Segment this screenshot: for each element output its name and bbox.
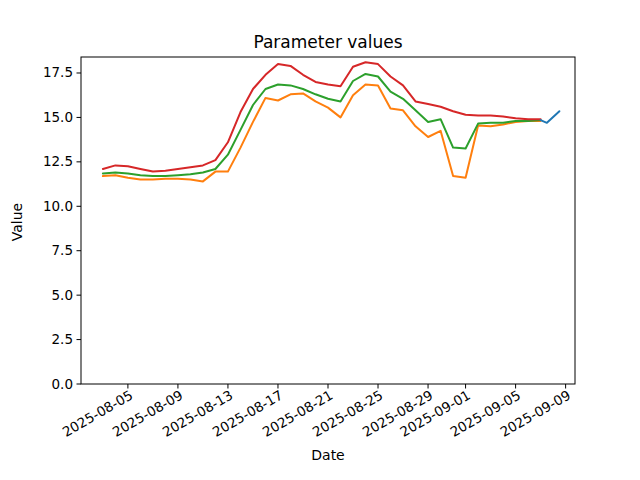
y-tick-label: 5.0 — [52, 287, 73, 303]
series-lines — [103, 62, 560, 181]
series-line-orange — [103, 85, 541, 182]
series-line-red — [103, 62, 541, 171]
y-tick-label: 12.5 — [43, 153, 73, 169]
y-tick-label: 0.0 — [52, 376, 73, 392]
y-axis-label: Value — [9, 203, 25, 241]
chart-canvas: Parameter values 0.0 2.5 5.0 7.5 10.0 12.5 15.… — [0, 0, 640, 480]
chart-title: Parameter values — [253, 32, 402, 52]
y-tick-label: 10.0 — [43, 198, 73, 214]
y-tick-label: 2.5 — [52, 331, 73, 347]
figure-window: Parameter values 0.0 2.5 5.0 7.5 10.0 12.5 15.… — [0, 0, 640, 480]
y-tick-label: 15.0 — [43, 109, 73, 125]
series-line-blue — [541, 111, 560, 123]
y-tick-label: 7.5 — [52, 242, 73, 258]
series-line-green — [103, 74, 541, 176]
y-tick-label: 17.5 — [43, 64, 73, 80]
x-axis-label: Date — [311, 447, 344, 463]
plot-frame — [81, 57, 575, 384]
